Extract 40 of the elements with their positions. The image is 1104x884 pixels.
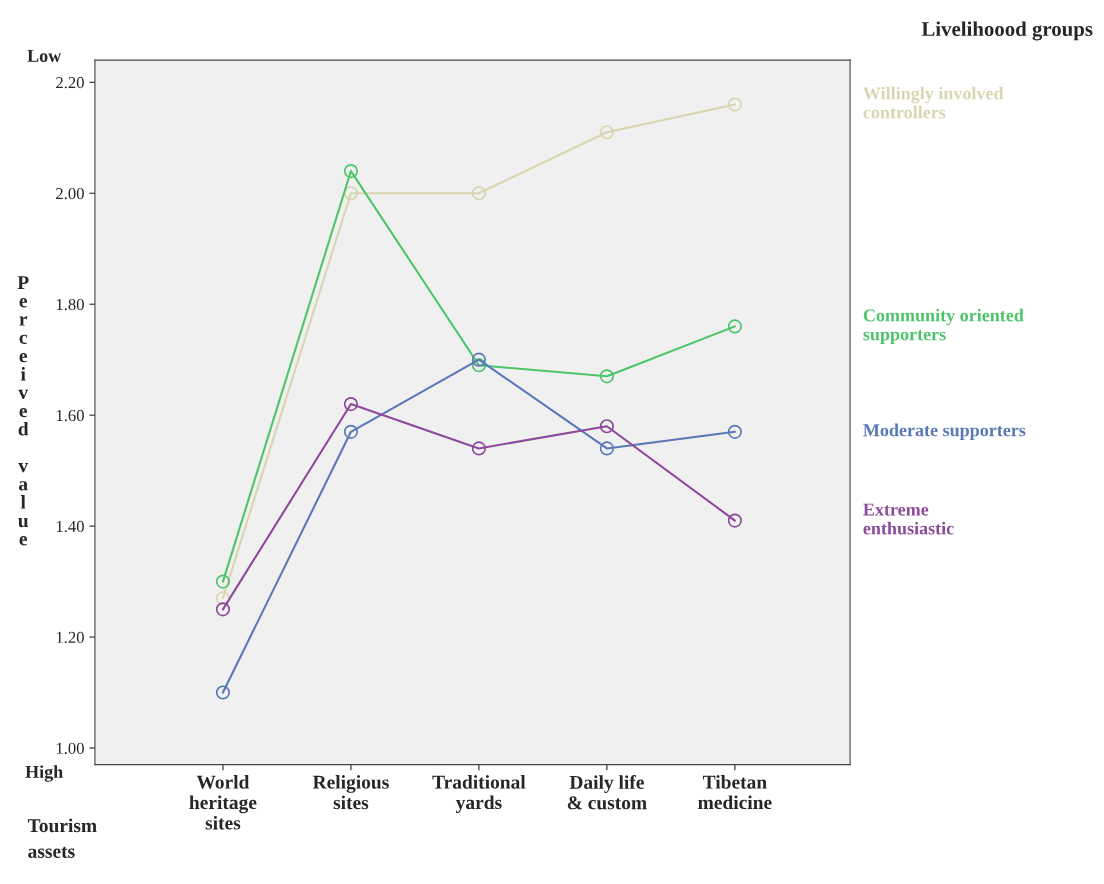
- y-tick-label: 1.80: [56, 298, 84, 311]
- text: Moderate supporters: [863, 423, 1026, 440]
- x-tick-label: Traditional yards: [432, 775, 526, 814]
- y-tick-label: 2.20: [56, 77, 84, 89]
- y-tick-label: 2.00: [56, 187, 84, 200]
- point: [727, 319, 742, 334]
- point: [215, 685, 231, 700]
- point: [215, 574, 231, 589]
- text: High: [25, 765, 63, 782]
- point: [727, 513, 742, 528]
- point: [599, 441, 614, 456]
- point: [471, 352, 486, 367]
- y-tick-label: 1.00: [56, 742, 84, 755]
- point: [727, 97, 742, 112]
- point: [343, 396, 359, 412]
- point: [471, 441, 486, 456]
- x-tick-label: Religious sites: [312, 775, 389, 810]
- point: [727, 424, 742, 439]
- text: Community oriented supporters: [863, 308, 1024, 345]
- text: Perceived value: [17, 276, 29, 546]
- point: [215, 602, 231, 617]
- x-tick-label: Daily life & custom: [567, 775, 647, 810]
- point: [599, 125, 614, 140]
- point: [471, 358, 486, 373]
- point: [471, 186, 486, 201]
- point: [599, 419, 614, 434]
- text: Low: [27, 49, 62, 62]
- x-tick-label: Tibetan medicine: [698, 775, 772, 810]
- point: [343, 186, 359, 201]
- x-axis-title: Tourism assets: [27, 818, 97, 858]
- y-tick-label: 1.60: [56, 409, 84, 422]
- point: [599, 369, 614, 384]
- y-tick-label: 1.40: [56, 520, 84, 533]
- text: Extreme enthusiastic: [863, 503, 954, 535]
- text: Willingly involved controllers: [863, 86, 1004, 119]
- y-tick-label: 1.20: [56, 631, 84, 644]
- legend-title: Livelihoood groups: [921, 21, 1093, 41]
- point: [343, 424, 359, 439]
- point: [343, 163, 359, 179]
- x-tick-label: World heritage sites: [189, 775, 257, 830]
